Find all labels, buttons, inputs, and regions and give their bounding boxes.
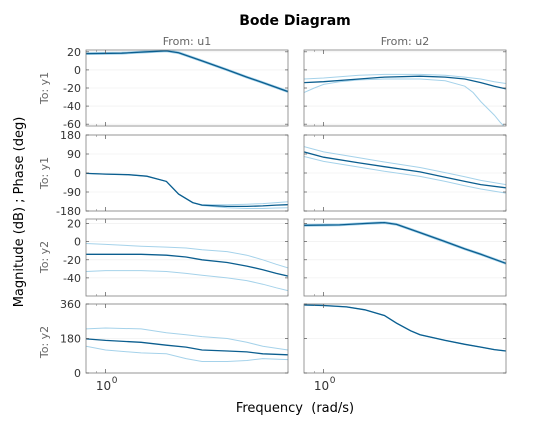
panel-series bbox=[304, 146, 506, 194]
panel-0-1 bbox=[303, 49, 507, 127]
series-line-bound bbox=[86, 270, 288, 292]
row-label-y2-magnitude: To: y2 bbox=[38, 241, 51, 274]
y-tick-label: 0 bbox=[74, 236, 81, 249]
y-tick-label: 20 bbox=[67, 46, 81, 59]
x-tick-label-exponent: 0 bbox=[330, 376, 336, 386]
series-line-nominal bbox=[86, 50, 288, 93]
panel-1-0: 180 90 0 -90 -180 bbox=[56, 129, 289, 218]
series-line-bound bbox=[86, 327, 288, 351]
series-line-bound bbox=[304, 156, 506, 194]
panel-series bbox=[86, 50, 288, 93]
x-tick-label-exponent: 0 bbox=[112, 376, 118, 386]
panel-series bbox=[304, 221, 506, 265]
panel-frame bbox=[85, 218, 289, 297]
y-tick-label: -90 bbox=[63, 186, 81, 199]
column-label-u1: From: u1 bbox=[163, 35, 211, 48]
y-tick-label: 180 bbox=[60, 333, 81, 346]
y-tick-label: 360 bbox=[60, 298, 81, 311]
panel-grid: 200-20-40-60180900-90-180200-20-40360180… bbox=[56, 46, 507, 393]
y-tick-label: 20 bbox=[67, 218, 81, 231]
panel-background bbox=[304, 219, 506, 296]
row-label-y1-magnitude: To: y1 bbox=[38, 72, 51, 105]
series-line-nominal bbox=[304, 221, 506, 265]
series-line-bound bbox=[86, 345, 288, 362]
y-tick-label: -180 bbox=[56, 205, 81, 218]
series-line-nominal bbox=[86, 253, 288, 277]
x-tick-label: 10 bbox=[314, 379, 329, 393]
chart-title: Bode Diagram bbox=[239, 13, 351, 29]
series-line-nominal bbox=[86, 172, 288, 208]
x-axis-label: Frequency (rad/s) bbox=[236, 401, 354, 416]
y-tick-label: 90 bbox=[67, 148, 81, 161]
series-line-bound bbox=[304, 73, 506, 84]
series-line-bound bbox=[86, 243, 288, 269]
panel-series bbox=[86, 243, 288, 292]
column-label-u2: From: u2 bbox=[381, 35, 429, 48]
y-tick-label: -40 bbox=[63, 272, 81, 285]
panel-series bbox=[86, 327, 288, 362]
y-tick-label: -40 bbox=[63, 100, 81, 113]
panel-1-1 bbox=[303, 134, 507, 212]
panel-series bbox=[86, 172, 288, 209]
panel-2-1 bbox=[303, 218, 507, 297]
series-line-bound bbox=[304, 222, 506, 265]
panel-series bbox=[304, 73, 506, 126]
row-label-y2-phase: To: y2 bbox=[38, 326, 51, 359]
series-line-bound bbox=[304, 221, 506, 263]
panel-frame bbox=[303, 218, 507, 297]
series-line-nominal bbox=[86, 338, 288, 356]
y-tick-label: 0 bbox=[74, 64, 81, 77]
series-line-bound bbox=[304, 146, 506, 186]
series-line-nominal bbox=[304, 304, 506, 352]
panel-3-1: 10 0 bbox=[303, 303, 507, 393]
y-tick-label: -20 bbox=[63, 82, 81, 95]
y-tick-label: 180 bbox=[60, 129, 81, 142]
panel-2-0: 20 0 -20 -40 bbox=[63, 218, 289, 297]
panel-series bbox=[304, 304, 506, 352]
x-tick-label: 10 bbox=[96, 379, 111, 393]
y-tick-label: -60 bbox=[63, 118, 81, 131]
y-tick-label: -20 bbox=[63, 254, 81, 267]
series-line-nominal bbox=[304, 75, 506, 90]
series-line-bound bbox=[304, 78, 505, 126]
series-line-bound bbox=[86, 51, 288, 93]
y-axis-label: Magnitude (dB) ; Phase (deg) bbox=[12, 117, 27, 308]
series-line-bound bbox=[86, 50, 288, 92]
panel-0-0: 20 0 -20 -40 -60 bbox=[63, 46, 289, 131]
row-label-y1-phase: To: y1 bbox=[38, 157, 51, 190]
y-tick-label: 0 bbox=[74, 167, 81, 180]
y-tick-label: 0 bbox=[74, 367, 81, 380]
series-line-nominal bbox=[304, 151, 506, 189]
